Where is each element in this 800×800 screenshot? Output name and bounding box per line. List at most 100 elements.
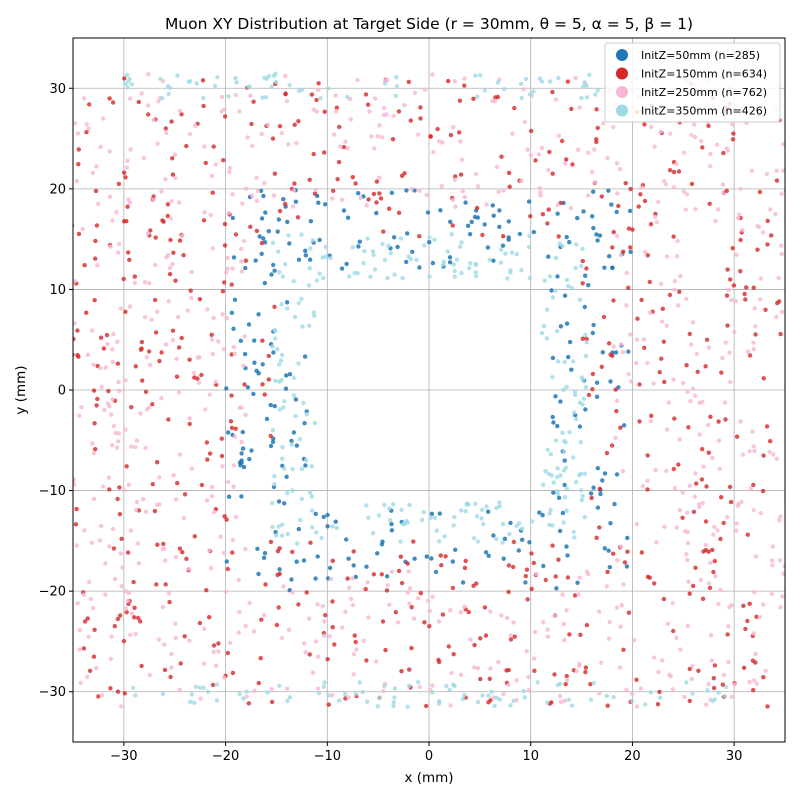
data-point	[777, 517, 782, 523]
data-point	[454, 257, 460, 262]
data-point	[758, 511, 764, 516]
data-point	[597, 609, 602, 614]
data-point	[236, 577, 241, 583]
data-point	[74, 543, 80, 548]
legend-entry: InitZ=350mm (n=426)	[641, 105, 767, 118]
data-point	[107, 96, 112, 101]
y-tick-label: 20	[49, 182, 66, 197]
data-point	[506, 235, 511, 240]
data-point	[122, 691, 128, 696]
data-point	[689, 676, 694, 682]
data-point	[209, 337, 215, 342]
data-point	[660, 319, 665, 324]
data-point	[747, 353, 753, 358]
data-point	[294, 140, 299, 146]
data-point	[422, 243, 427, 248]
data-point	[447, 260, 453, 265]
data-point	[227, 640, 233, 645]
data-point	[661, 596, 667, 602]
data-point	[583, 332, 588, 338]
data-point	[339, 266, 345, 271]
data-point	[130, 685, 136, 691]
data-point	[273, 378, 278, 383]
data-point	[606, 188, 611, 193]
data-point	[169, 119, 174, 124]
data-point	[132, 605, 137, 610]
data-point	[447, 255, 453, 260]
x-tick-label: 0	[425, 749, 433, 764]
data-point	[345, 215, 351, 220]
data-point	[508, 633, 514, 638]
data-point	[247, 456, 252, 462]
data-point	[452, 514, 457, 520]
data-point	[475, 94, 480, 99]
data-point	[594, 394, 600, 399]
data-point	[599, 364, 604, 369]
data-point	[171, 473, 176, 478]
data-point	[528, 214, 533, 219]
data-point	[242, 334, 247, 339]
data-point	[458, 610, 464, 615]
data-point	[574, 668, 579, 673]
data-point	[779, 251, 784, 257]
data-point	[127, 304, 133, 309]
data-point	[509, 250, 515, 255]
data-point	[381, 105, 387, 111]
data-point	[225, 255, 230, 261]
data-point	[695, 369, 700, 374]
data-point	[438, 208, 443, 213]
data-point	[636, 204, 641, 209]
data-point	[672, 287, 677, 292]
data-point	[247, 600, 252, 606]
data-point	[202, 144, 207, 149]
data-point	[231, 484, 236, 489]
data-point	[280, 274, 285, 279]
data-point	[388, 518, 393, 523]
data-point	[583, 665, 589, 670]
data-point	[499, 154, 504, 159]
y-tick-label: 30	[49, 82, 66, 97]
data-point	[655, 702, 661, 707]
data-point	[343, 691, 348, 697]
data-point	[81, 96, 87, 101]
data-point	[720, 355, 725, 361]
data-point	[279, 352, 285, 358]
data-point	[221, 550, 227, 556]
data-point	[340, 625, 345, 630]
data-point	[334, 525, 339, 531]
data-point	[364, 564, 369, 569]
data-point	[124, 464, 129, 469]
data-point	[735, 215, 741, 221]
data-point	[193, 684, 199, 689]
data-point	[437, 539, 442, 544]
data-point	[203, 160, 208, 166]
data-point	[325, 657, 330, 662]
data-point	[281, 405, 286, 410]
data-point	[427, 235, 432, 240]
data-point	[671, 377, 676, 382]
data-point	[674, 161, 679, 167]
data-point	[568, 205, 574, 211]
data-point	[331, 188, 336, 193]
data-point	[189, 466, 194, 471]
data-point	[394, 84, 400, 89]
data-point	[753, 332, 758, 337]
data-point	[482, 88, 487, 93]
data-point	[684, 192, 690, 197]
data-point	[614, 408, 619, 414]
data-point	[475, 699, 481, 705]
data-point	[103, 592, 108, 597]
data-point	[230, 192, 235, 197]
data-point	[706, 682, 711, 687]
data-point	[96, 694, 101, 699]
data-point	[352, 633, 357, 638]
data-point	[498, 260, 504, 265]
data-point	[765, 242, 770, 247]
data-point	[139, 663, 144, 669]
data-point	[747, 679, 752, 685]
data-point	[223, 589, 229, 594]
data-point	[590, 330, 595, 336]
data-point	[519, 95, 524, 101]
data-point	[316, 81, 321, 86]
data-point	[611, 551, 616, 556]
